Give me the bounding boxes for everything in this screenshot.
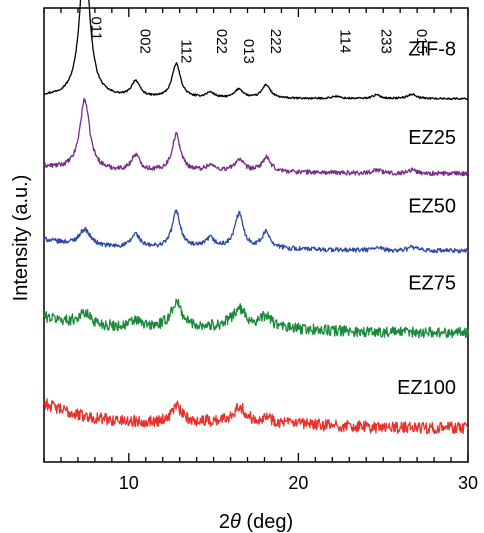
x-tick-label: 10 [119,473,139,493]
series-label-ez100: EZ100 [397,377,456,399]
axis-ticks: 10 20 30 [43,8,478,493]
x-tick-label: 20 [288,473,308,493]
series-line-ez50 [43,209,469,254]
series-line-ez100 [43,398,469,435]
series-label-ez25: EZ25 [408,127,456,149]
plot-frame [43,7,469,463]
x-axis-label: 2θ (deg) [219,511,293,533]
y-axis-label: Intensity (a.u.) [10,175,32,302]
peak-label-233: 233 [377,29,394,54]
series-label-zif-8: ZIF-8 [408,39,456,61]
series-line-zif-8 [43,0,469,101]
series-line-ez25 [43,97,469,177]
peak-label-112: 112 [177,39,194,63]
series-label-ez50: EZ50 [408,195,456,217]
peak-label-002: 002 [137,29,154,54]
peak-label-022: 022 [213,29,230,54]
series-group [43,0,469,435]
x-axis-label-prefix: 2 [219,511,230,533]
x-axis-label-symbol: θ [230,511,241,533]
peak-label-013: 013 [240,39,257,64]
x-axis-label-suffix: (deg) [241,511,293,533]
x-tick-label: 30 [458,473,478,493]
peak-label-015: 015 [413,29,430,54]
series-label-ez75: EZ75 [408,272,456,294]
series-line-ez75 [43,298,469,339]
peak-label-222: 222 [267,29,284,54]
peak-label-114: 114 [337,29,354,53]
series-labels: ZIF-8 EZ25 EZ50 EZ75 EZ100 [397,39,456,399]
peak-label-011: 011 [87,16,104,40]
peak-labels: 011 002 112 022 013 222 114 233 015 [87,16,430,63]
